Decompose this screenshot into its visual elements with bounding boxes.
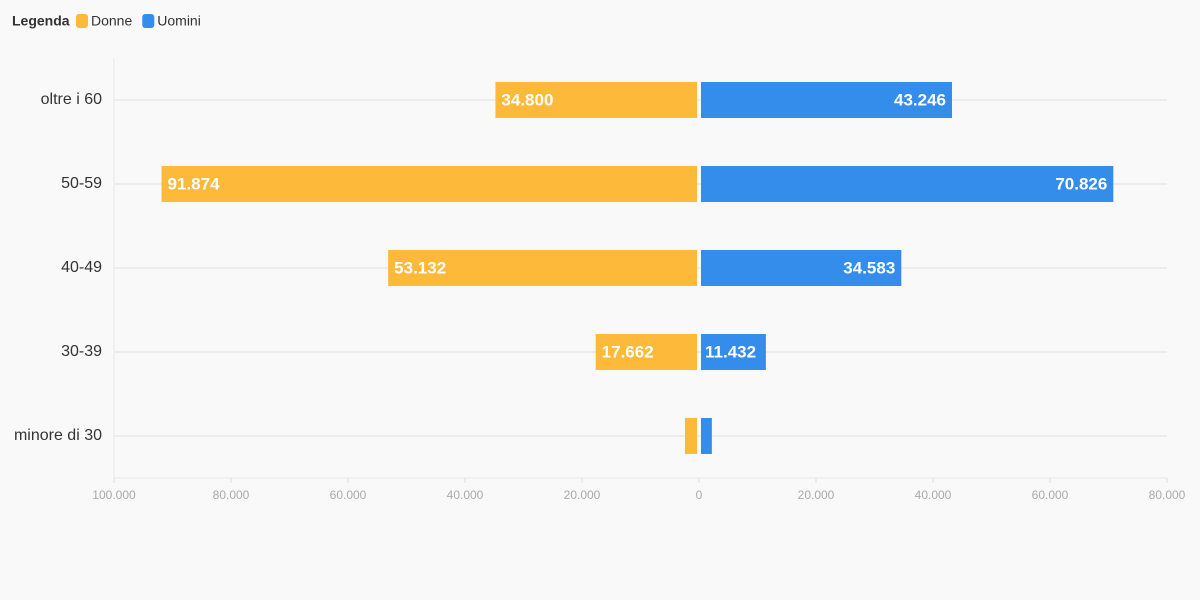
x-tick-label: 40.000	[915, 488, 952, 502]
data-label: 43.246	[894, 90, 946, 109]
x-tick-label: 20.000	[798, 488, 835, 502]
data-label: 34.583	[843, 258, 895, 277]
y-tick-label: 40-49	[61, 259, 102, 276]
bar	[701, 250, 902, 286]
y-tick-label: 30-39	[61, 343, 102, 360]
bar	[701, 82, 952, 118]
bar	[684, 418, 697, 454]
data-label: 53.132	[394, 258, 446, 277]
x-tick-label: 60.000	[1032, 488, 1069, 502]
legend-swatch	[142, 14, 155, 28]
y-tick-label: minore di 30	[14, 427, 102, 444]
data-label: 34.800	[501, 90, 553, 109]
data-label: 17.662	[602, 342, 654, 361]
x-tick-label: 0	[696, 488, 703, 502]
bar	[595, 334, 697, 370]
legend-swatch	[76, 14, 88, 28]
bar	[701, 166, 1114, 202]
bar	[388, 250, 697, 286]
x-tick-label: 80.000	[1149, 488, 1186, 502]
y-tick-label: 50-59	[61, 175, 102, 192]
bar	[701, 334, 766, 370]
legend-label: Uomini	[157, 13, 201, 29]
data-label: 91.874	[168, 174, 221, 193]
x-tick-label: 40.000	[447, 488, 484, 502]
bar	[161, 166, 697, 202]
x-tick-label: 80.000	[213, 488, 250, 502]
bar	[701, 418, 712, 454]
legend-title: Legenda	[12, 13, 70, 29]
legend-label: Donne	[91, 13, 132, 29]
data-label: 11.432	[705, 342, 756, 361]
data-label: 70.826	[1055, 174, 1107, 193]
x-tick-label: 60.000	[330, 488, 367, 502]
x-tick-label: 100.000	[92, 488, 136, 502]
y-tick-label: oltre i 60	[41, 91, 102, 108]
x-tick-label: 20.000	[564, 488, 601, 502]
bar	[495, 82, 697, 118]
